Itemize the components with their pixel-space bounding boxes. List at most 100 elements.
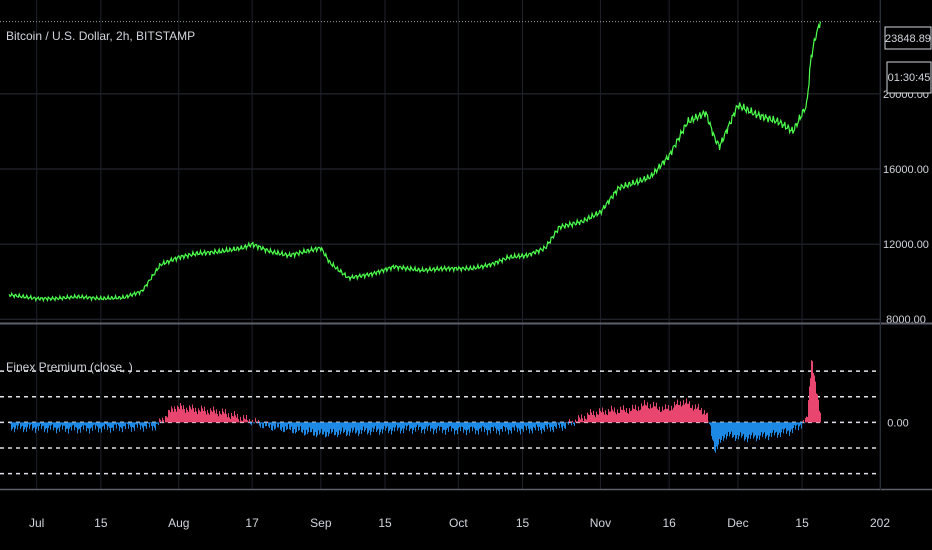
premium-bar	[531, 422, 532, 431]
premium-bar	[221, 414, 222, 423]
premium-bar	[457, 422, 458, 435]
premium-bar	[64, 422, 65, 426]
premium-bar	[172, 408, 173, 423]
premium-bar	[114, 422, 115, 425]
premium-bar	[592, 414, 593, 423]
premium-bar	[722, 422, 723, 437]
time-tick-label: Sep	[310, 516, 332, 530]
premium-bar	[805, 418, 806, 423]
premium-bar	[765, 422, 766, 439]
premium-bar	[53, 422, 54, 431]
premium-bar	[90, 422, 91, 429]
premium-pane[interactable]	[0, 360, 880, 475]
premium-bar	[599, 408, 600, 423]
premium-bar	[584, 415, 585, 423]
premium-bar	[154, 422, 155, 428]
premium-bar	[507, 422, 508, 430]
premium-bar	[631, 410, 632, 423]
premium-bar	[60, 422, 61, 427]
premium-bar	[395, 422, 396, 428]
premium-bar	[385, 422, 386, 431]
premium-bar	[748, 422, 749, 439]
premium-bar	[510, 422, 511, 431]
premium-bar	[445, 422, 446, 435]
premium-bar	[656, 402, 657, 423]
premium-bar	[590, 409, 591, 423]
premium-bar	[372, 422, 373, 428]
premium-bar	[807, 417, 808, 423]
premium-bar	[21, 422, 22, 427]
premium-bar	[436, 422, 437, 433]
premium-bar	[820, 412, 821, 423]
grid-lines	[0, 0, 882, 489]
premium-bar	[347, 422, 348, 435]
premium-bar	[250, 422, 251, 425]
premium-bar	[698, 403, 699, 423]
premium-bar	[536, 422, 537, 425]
premium-bar	[28, 422, 29, 425]
premium-bar	[38, 422, 39, 431]
premium-bar	[672, 409, 673, 423]
premium-bar	[248, 422, 249, 423]
time-axis[interactable]: Jul 15 Aug 17 Sep 15 Oct 15 Nov 16 Dec 15 202	[29, 516, 890, 530]
premium-bar	[459, 422, 460, 428]
premium-bar	[261, 422, 262, 424]
premium-bar	[308, 422, 309, 433]
premium-bar	[749, 422, 750, 435]
premium-bar	[706, 413, 707, 423]
premium-bar	[169, 410, 170, 423]
premium-bar	[816, 393, 817, 423]
premium-bar	[627, 412, 628, 423]
premium-bar	[384, 422, 385, 426]
premium-bar	[648, 407, 649, 423]
premium-bar	[790, 422, 791, 432]
premium-bar	[508, 422, 509, 435]
premium-bar	[330, 422, 331, 429]
premium-bar	[369, 422, 370, 431]
premium-bar	[416, 422, 417, 427]
premium-bar	[51, 422, 52, 426]
premium-bar	[337, 422, 338, 438]
symbol-title[interactable]: Bitcoin / U.S. Dollar, 2h, BITSTAMP	[6, 29, 195, 43]
premium-bar	[312, 422, 313, 430]
premium-bar	[115, 422, 116, 425]
indicator-title[interactable]: Finex Premium (close, )	[6, 360, 133, 374]
premium-bar	[97, 422, 98, 427]
premium-bar	[11, 422, 12, 431]
premium-bar	[596, 411, 597, 423]
premium-bar	[415, 422, 416, 432]
premium-bar	[251, 422, 252, 426]
premium-bar	[425, 422, 426, 430]
price-series-line[interactable]	[8, 21, 821, 303]
premium-bar	[793, 422, 794, 428]
premium-bar	[277, 422, 278, 428]
premium-bar	[193, 408, 194, 423]
premium-bar	[220, 413, 221, 423]
premium-bar	[566, 422, 567, 423]
premium-bar	[209, 414, 210, 423]
premium-bar	[551, 422, 552, 428]
premium-bar	[322, 422, 323, 435]
premium-bar	[565, 422, 566, 429]
premium-bar	[335, 422, 336, 435]
premium-bar	[771, 422, 772, 438]
premium-bar	[165, 416, 166, 423]
premium-bar	[62, 422, 63, 430]
premium-bar	[87, 422, 88, 428]
premium-bar	[450, 422, 451, 427]
price-tick-label: 12000.00	[883, 239, 929, 251]
premium-bar	[660, 411, 661, 423]
premium-bar	[142, 422, 143, 428]
premium-bar	[732, 422, 733, 438]
premium-bar	[766, 422, 767, 437]
premium-bar	[469, 422, 470, 433]
premium-bar	[495, 422, 496, 429]
price-tick-label: 16000.00	[883, 164, 929, 176]
price-pane[interactable]	[8, 21, 821, 303]
premium-bar	[635, 404, 636, 423]
premium-bar	[809, 386, 810, 423]
premium-bar	[57, 422, 58, 430]
premium-bar	[399, 422, 400, 428]
premium-bar	[143, 422, 144, 432]
